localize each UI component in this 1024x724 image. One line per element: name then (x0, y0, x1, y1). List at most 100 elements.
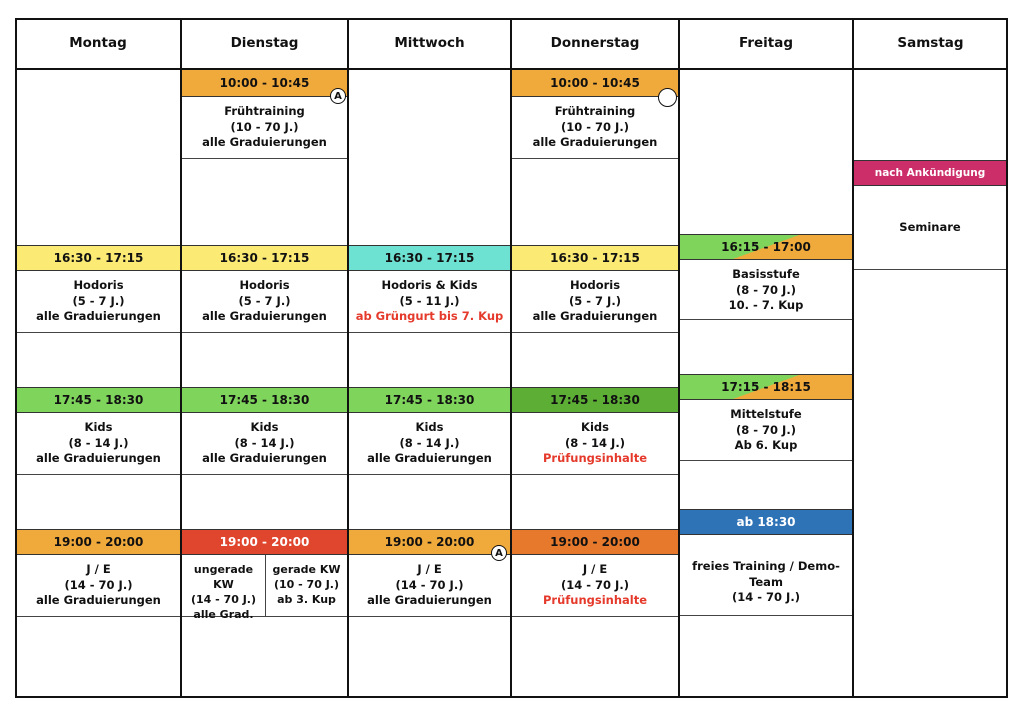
session-age: (10 - 70 J.) (561, 119, 629, 134)
session-level: alle Graduierungen (36, 309, 161, 323)
session-title: Hodoris (239, 278, 290, 292)
session-title: Frühtraining (554, 104, 636, 118)
session-donnerstag-hodoris: Hodoris (5 - 7 J.) alle Graduierungen (512, 271, 678, 333)
session-level: Ab 6. Kup (734, 438, 798, 452)
time-slot-dienstag-1630: 16:30 - 17:15 (182, 245, 347, 271)
session-title: gerade KW (272, 563, 341, 576)
session-age: (14 - 70 J.) (191, 593, 256, 606)
time-slot-montag-1745: 17:45 - 18:30 (17, 387, 180, 413)
time-slot-mittwoch-1630: 16:30 - 17:15 (349, 245, 510, 271)
session-level: alle Graduierungen (202, 451, 327, 465)
column-divider (852, 18, 854, 698)
column-divider (510, 18, 512, 698)
session-dienstag-fruehtraining: Frühtraining (10 - 70 J.) alle Graduieru… (182, 97, 347, 159)
session-freitag-basisstufe: Basisstufe (8 - 70 J.) 10. - 7. Kup (680, 260, 852, 320)
session-title: Frühtraining (224, 104, 305, 118)
session-age: (8 - 70 J.) (736, 422, 796, 437)
session-title: Seminare (899, 220, 961, 234)
session-age: (14 - 70 J.) (64, 577, 133, 592)
session-age: (8 - 14 J.) (234, 435, 295, 450)
a-badge-icon: A (491, 545, 507, 561)
a-badge-icon: A (330, 88, 346, 104)
session-age: (5 - 7 J.) (569, 293, 621, 308)
session-title: Kids (250, 420, 279, 434)
time-slot-montag-1630: 16:30 - 17:15 (17, 245, 180, 271)
time-slot-dienstag-1000: 10:00 - 10:45 (182, 70, 347, 97)
session-title: J / E (582, 562, 608, 576)
session-level: alle Grad. (193, 608, 254, 621)
session-freitag-freies-training: freies Training / Demo-Team (14 - 70 J.) (680, 553, 852, 616)
session-age: (5 - 7 J.) (238, 293, 291, 308)
time-slot-freitag-1830: ab 18:30 (680, 509, 852, 535)
session-level: alle Graduierungen (202, 309, 327, 323)
session-age: (10 - 70 J.) (274, 578, 339, 591)
session-dienstag-hodoris: Hodoris (5 - 7 J.) alle Graduierungen (182, 271, 347, 333)
session-title: Hodoris (569, 278, 621, 292)
session-level: Prüfungsinhalte (542, 451, 648, 465)
time-slot-mittwoch-1900: 19:00 - 20:00 (349, 529, 510, 555)
time-slot-dienstag-1745: 17:45 - 18:30 (182, 387, 347, 413)
session-donnerstag-fruehtraining: Frühtraining (10 - 70 J.) alle Graduieru… (512, 97, 678, 159)
time-slot-freitag-1715: 17:15 - 18:15 (680, 374, 852, 400)
session-age: (14 - 70 J.) (561, 577, 629, 592)
header-freitag: Freitag (679, 18, 853, 70)
session-donnerstag-kids: Kids (8 - 14 J.) Prüfungsinhalte (512, 413, 678, 475)
session-montag-je: J / E (14 - 70 J.) alle Graduierungen (17, 555, 180, 617)
time-slot-donnerstag-1745: 17:45 - 18:30 (512, 387, 678, 413)
session-age: (8 - 14 J.) (399, 435, 460, 450)
time-slot-dienstag-1900: 19:00 - 20:00 (182, 529, 347, 555)
time-slot-mittwoch-1745: 17:45 - 18:30 (349, 387, 510, 413)
session-title: freies Training / Demo-Team (692, 559, 840, 589)
session-level: ab 3. Kup (277, 593, 336, 606)
session-montag-hodoris: Hodoris (5 - 7 J.) alle Graduierungen (17, 271, 180, 333)
header-montag: Montag (15, 18, 181, 70)
time-slot-donnerstag-1900: 19:00 - 20:00 (512, 529, 678, 555)
session-freitag-mittelstufe: Mittelstufe (8 - 70 J.) Ab 6. Kup (680, 400, 852, 461)
time-slot-donnerstag-1000: 10:00 - 10:45 (512, 70, 678, 97)
session-dienstag-je-split: ungerade KW (14 - 70 J.) alle Grad. gera… (182, 555, 347, 621)
session-level: alle Graduierungen (532, 309, 658, 323)
column-divider (347, 18, 349, 698)
session-level: ab Grüngurt bis 7. Kup (355, 309, 504, 323)
session-title: Hodoris & Kids (381, 278, 478, 292)
session-age: (5 - 11 J.) (399, 293, 460, 308)
session-title: Kids (84, 420, 113, 434)
header-mittwoch: Mittwoch (348, 18, 511, 70)
session-montag-kids: Kids (8 - 14 J.) alle Graduierungen (17, 413, 180, 475)
session-mittwoch-kids: Kids (8 - 14 J.) alle Graduierungen (349, 413, 510, 475)
time-slot-samstag-nach-ankuendigung: nach Ankündigung (854, 160, 1006, 186)
empty-circle-icon (658, 88, 677, 107)
header-samstag: Samstag (853, 18, 1008, 70)
session-mittwoch-je: J / E (14 - 70 J.) alle Graduierungen (349, 555, 510, 617)
session-title: Mittelstufe (730, 407, 802, 421)
session-age: (14 - 70 J.) (732, 590, 800, 604)
session-title: J / E (417, 562, 442, 576)
header-dienstag: Dienstag (181, 18, 348, 70)
session-level: alle Graduierungen (367, 593, 492, 607)
session-level: alle Graduierungen (36, 451, 161, 465)
session-title: Hodoris (73, 278, 124, 292)
session-donnerstag-je: J / E (14 - 70 J.) Prüfungsinhalte (512, 555, 678, 617)
session-gerade-kw: gerade KW (10 - 70 J.) ab 3. Kup (266, 555, 347, 616)
session-level: Prüfungsinhalte (542, 593, 648, 607)
column-divider (180, 18, 182, 698)
session-age: (8 - 70 J.) (736, 282, 796, 297)
session-title: Kids (415, 420, 444, 434)
header-donnerstag: Donnerstag (511, 18, 679, 70)
session-title: Kids (581, 420, 609, 434)
session-level: alle Graduierungen (202, 135, 327, 149)
session-level: alle Graduierungen (367, 451, 492, 465)
column-divider (678, 18, 680, 698)
session-title: ungerade KW (193, 563, 254, 591)
session-title: J / E (86, 562, 111, 576)
time-slot-montag-1900: 19:00 - 20:00 (17, 529, 180, 555)
session-mittwoch-hodoris-kids: Hodoris & Kids (5 - 11 J.) ab Grüngurt b… (349, 271, 510, 333)
session-dienstag-kids: Kids (8 - 14 J.) alle Graduierungen (182, 413, 347, 475)
session-level: 10. - 7. Kup (728, 298, 804, 312)
session-age: (5 - 7 J.) (72, 293, 125, 308)
time-slot-donnerstag-1630: 16:30 - 17:15 (512, 245, 678, 271)
session-age: (8 - 14 J.) (68, 435, 129, 450)
session-samstag-seminare: Seminare (854, 186, 1006, 270)
session-age: (8 - 14 J.) (565, 435, 625, 450)
